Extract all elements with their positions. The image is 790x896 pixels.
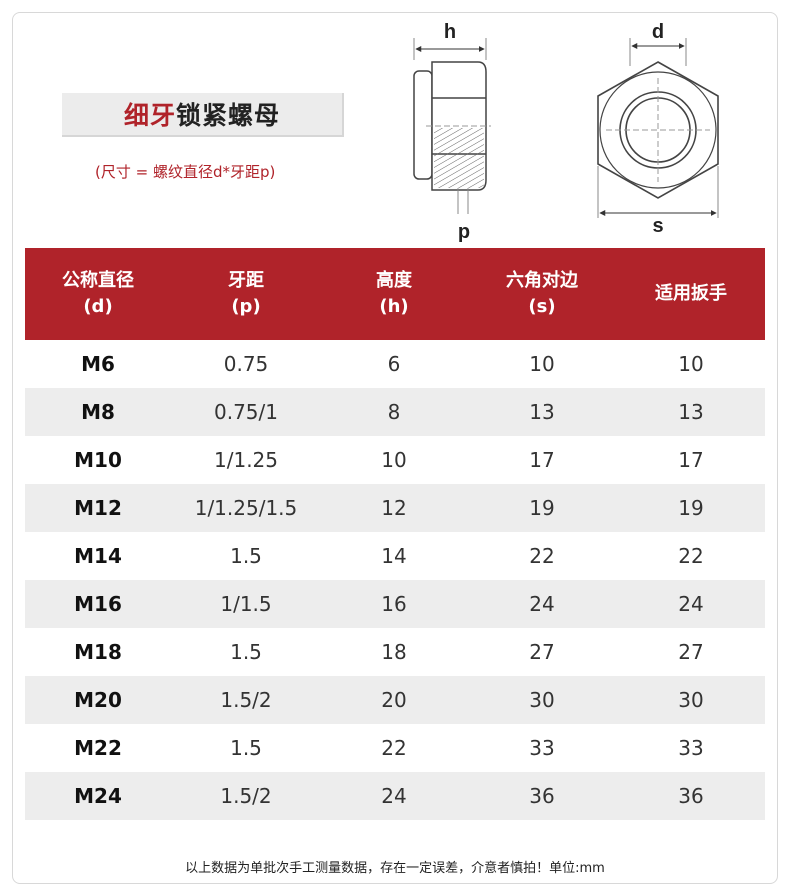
cell-across-flats: 17: [529, 448, 555, 472]
cell-wrench: 36: [617, 772, 765, 820]
cell-wrench: 13: [617, 388, 765, 436]
table-body: M6 0.75 6 10 10 M8 0.75/1 8 13 13 M10 1/1.25 10 17 17 M…: [25, 340, 765, 820]
table-row: M16 1/1.5 16 24 24: [25, 580, 765, 628]
cell-height: 18: [381, 640, 407, 664]
table-row: M20 1.5/2 20 30 30: [25, 676, 765, 724]
label-s: s: [652, 215, 663, 237]
header-label: 六角对边: [506, 270, 578, 291]
nut-top-view: [597, 38, 719, 218]
cell-across-flats: 19: [467, 484, 617, 532]
cell-across-flats: 24: [467, 580, 617, 628]
cell-height: 22: [381, 736, 407, 760]
cell-pitch: 0.75: [223, 352, 269, 376]
nut-diagram: h p d s: [413, 21, 719, 243]
table-row: M24 1.5/2 24 36 36: [25, 772, 765, 820]
cell-size: M22: [74, 736, 122, 760]
cell-size: M12: [25, 484, 171, 532]
cell-pitch: 1.5: [230, 736, 262, 760]
label-d: d: [652, 21, 664, 43]
cell-wrench: 30: [617, 676, 765, 724]
table-row: M22 1.5 22 33 33: [25, 724, 765, 772]
cell-size: M14: [74, 544, 122, 568]
cell-height: 14: [381, 544, 407, 568]
cell-size: M20: [25, 676, 171, 724]
header-sub: (p): [231, 296, 261, 317]
cell-wrench: 19: [617, 484, 765, 532]
header-sub: (h): [379, 296, 409, 317]
cell-wrench: 27: [678, 640, 704, 664]
header-across-flats: 六角对边 (s): [467, 248, 617, 340]
product-title: 细牙 锁紧螺母: [62, 93, 344, 137]
title-rest: 锁紧螺母: [176, 101, 281, 130]
cell-pitch: 1.5: [230, 640, 262, 664]
cell-height: 8: [321, 388, 467, 436]
header-height: 高度 (h): [321, 248, 467, 340]
cell-size: M16: [25, 580, 171, 628]
cell-size: M6: [81, 352, 115, 376]
table-row: M18 1.5 18 27 27: [25, 628, 765, 676]
cell-across-flats: 10: [529, 352, 555, 376]
cell-wrench: 24: [617, 580, 765, 628]
title-accent: 细牙: [123, 101, 176, 130]
cell-size: M8: [25, 388, 171, 436]
cell-size: M18: [74, 640, 122, 664]
table-row: M10 1/1.25 10 17 17: [25, 436, 765, 484]
cell-wrench: 33: [678, 736, 704, 760]
cell-pitch: 1.5: [230, 544, 262, 568]
cell-height: 24: [321, 772, 467, 820]
cell-height: 12: [321, 484, 467, 532]
cell-size: M24: [25, 772, 171, 820]
header-label: 适用扳手: [655, 283, 727, 304]
cell-across-flats: 13: [467, 388, 617, 436]
cell-height: 20: [321, 676, 467, 724]
cell-pitch: 1.5/2: [171, 676, 321, 724]
cell-pitch: 1/1.5: [171, 580, 321, 628]
header-sub: (s): [528, 296, 556, 317]
header-label: 公称直径: [62, 270, 134, 291]
label-h: h: [444, 21, 456, 43]
spec-table: 公称直径 (d) 牙距 (p) 高度 (h) 六角对边 (s) 适用扳手 M6 0.75 6…: [25, 248, 765, 820]
cell-across-flats: 36: [467, 772, 617, 820]
cell-pitch: 1/1.25/1.5: [171, 484, 321, 532]
cell-pitch: 1.5/2: [171, 772, 321, 820]
header-label: 牙距: [228, 270, 264, 291]
header-sub: (d): [83, 296, 113, 317]
cell-across-flats: 30: [467, 676, 617, 724]
cell-wrench: 10: [678, 352, 704, 376]
table-row: M12 1/1.25/1.5 12 19 19: [25, 484, 765, 532]
header-nominal-diameter: 公称直径 (d): [25, 248, 171, 340]
table-row: M6 0.75 6 10 10: [25, 340, 765, 388]
cell-across-flats: 27: [529, 640, 555, 664]
cell-wrench: 22: [678, 544, 704, 568]
footnote: 以上数据为单批次手工测量数据，存在一定误差，介意者慎拍！单位:mm: [185, 861, 605, 876]
header-wrench-size: 适用扳手: [617, 248, 765, 340]
cell-height: 10: [381, 448, 407, 472]
cell-height: 6: [387, 352, 401, 376]
table-header-row: 公称直径 (d) 牙距 (p) 高度 (h) 六角对边 (s) 适用扳手: [25, 248, 765, 340]
label-p: p: [458, 221, 470, 243]
cell-wrench: 17: [678, 448, 704, 472]
size-formula: (尺寸 = 螺纹直径d*牙距p): [95, 163, 276, 181]
header-label: 高度: [376, 270, 412, 291]
nut-side-view: [413, 38, 491, 214]
cell-height: 16: [321, 580, 467, 628]
cell-pitch: 0.75/1: [171, 388, 321, 436]
cell-size: M10: [74, 448, 122, 472]
cell-pitch: 1/1.25: [214, 448, 278, 472]
cell-across-flats: 22: [529, 544, 555, 568]
table-row: M14 1.5 14 22 22: [25, 532, 765, 580]
table-row: M8 0.75/1 8 13 13: [25, 388, 765, 436]
cell-across-flats: 33: [529, 736, 555, 760]
header-pitch: 牙距 (p): [171, 248, 321, 340]
